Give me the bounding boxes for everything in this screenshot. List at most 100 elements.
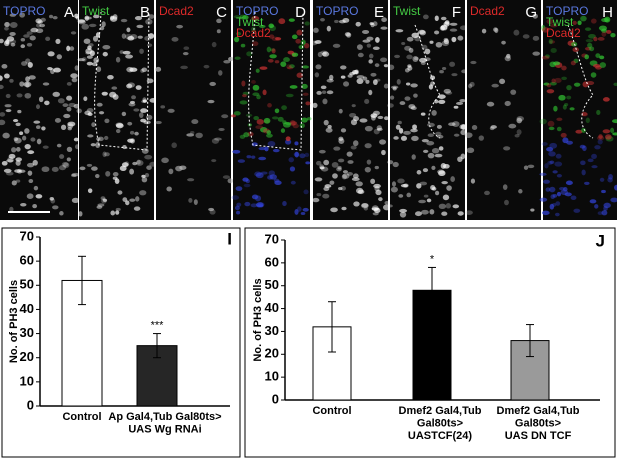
nucleus (562, 104, 567, 110)
nucleus (399, 101, 406, 106)
nucleus (387, 204, 393, 208)
nucleus (546, 18, 554, 25)
nucleus (242, 177, 249, 182)
nucleus (554, 77, 562, 83)
nucleus (593, 36, 598, 42)
nucleus (84, 110, 91, 116)
nucleus (441, 211, 448, 216)
nucleus (314, 40, 322, 44)
nucleus (269, 54, 277, 59)
nucleus (320, 85, 327, 90)
nucleus (290, 180, 296, 185)
nucleus (57, 98, 65, 104)
nucleus (522, 34, 530, 39)
nucleus (193, 199, 198, 205)
nucleus (254, 171, 262, 177)
nucleus (4, 104, 12, 108)
nucleus (550, 23, 558, 28)
nucleus (114, 178, 120, 185)
nucleus (91, 62, 98, 67)
nucleus (438, 146, 444, 151)
nucleus (373, 110, 380, 116)
nucleus (352, 140, 359, 147)
nucleus (552, 170, 558, 174)
nucleus (15, 157, 22, 162)
nucleus (129, 168, 135, 175)
nucleus (175, 165, 183, 172)
x-tick-label: UAS Wg RNAi (128, 423, 201, 435)
nucleus (332, 173, 338, 179)
nucleus (429, 209, 435, 215)
nucleus (434, 99, 439, 104)
nucleus (83, 38, 91, 44)
nucleus (508, 123, 517, 129)
nucleus (449, 61, 456, 67)
nucleus (47, 51, 55, 57)
nucleus (612, 119, 617, 124)
nucleus (437, 169, 445, 174)
nucleus (77, 58, 86, 62)
nucleus (293, 152, 300, 157)
nucleus (298, 44, 304, 50)
nucleus (141, 177, 148, 183)
nucleus (27, 62, 33, 68)
nucleus (90, 143, 96, 147)
nucleus (270, 48, 276, 52)
nucleus (70, 73, 78, 79)
nucleus (380, 57, 388, 63)
nucleus (313, 27, 319, 33)
nucleus (274, 60, 280, 64)
nucleus (168, 168, 174, 175)
panel-frame (244, 227, 616, 458)
nucleus (291, 52, 299, 57)
nucleus (373, 183, 381, 189)
nucleus (549, 81, 557, 86)
nucleus (355, 21, 361, 27)
nucleus (459, 25, 468, 31)
nucleus (233, 111, 241, 116)
nucleus (9, 13, 17, 17)
nucleus (305, 161, 311, 165)
nucleus (27, 170, 33, 176)
nucleus (292, 123, 299, 129)
nucleus (105, 170, 111, 177)
nucleus (579, 144, 586, 149)
nucleus (319, 166, 325, 170)
nucleus (518, 189, 523, 194)
nucleus (222, 175, 230, 179)
nucleus (13, 137, 19, 142)
nucleus (573, 82, 581, 87)
nucleus (410, 83, 418, 88)
nucleus (76, 108, 82, 114)
nucleus (111, 86, 118, 90)
nucleus (441, 66, 447, 70)
nucleus (235, 186, 243, 192)
nucleus (549, 160, 555, 165)
nucleus (478, 135, 485, 141)
y-tick-label: 20 (20, 349, 34, 364)
nucleus (569, 107, 575, 111)
nucleus (271, 116, 279, 120)
nucleus (382, 204, 391, 211)
channel-label: Dcad2 (470, 4, 505, 18)
nucleus (35, 104, 41, 110)
nucleus (504, 199, 509, 206)
nucleus (239, 100, 248, 105)
nucleus (121, 111, 127, 117)
nucleus (139, 190, 147, 196)
nucleus (278, 18, 286, 25)
nucleus (283, 57, 290, 63)
nucleus (255, 172, 264, 179)
nucleus (176, 24, 184, 29)
nucleus (405, 82, 411, 86)
nucleus (71, 77, 78, 83)
y-axis-label: No. of PH3 cells (8, 280, 20, 363)
nucleus (274, 108, 280, 114)
nucleus (296, 29, 303, 36)
nucleus (580, 15, 587, 22)
x-tick-label: Control (312, 405, 351, 417)
nucleus (240, 43, 246, 48)
nucleus (412, 56, 419, 63)
nucleus (442, 163, 450, 169)
nucleus (35, 18, 42, 24)
